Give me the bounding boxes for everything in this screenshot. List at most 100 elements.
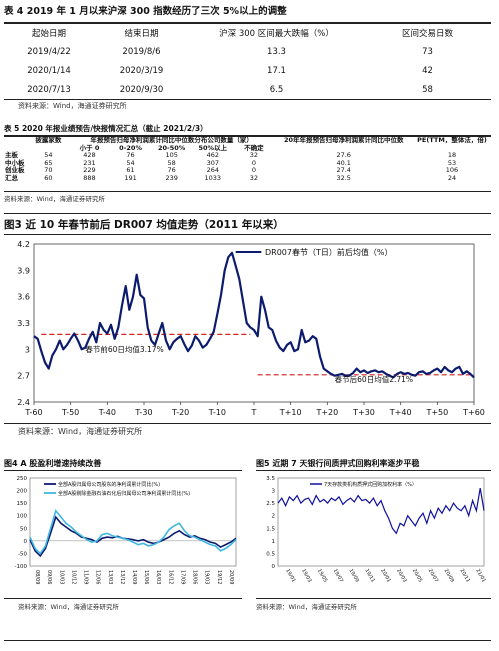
table5-cell: 53: [447, 158, 457, 167]
table5-cell: 58: [167, 158, 176, 167]
x-tick-label: 19/12: [216, 570, 222, 584]
x-tick-label: 19/01: [284, 568, 296, 583]
table5-source: 资料来源：Wind，海通证券研究所: [4, 195, 105, 203]
table5-cell: 65: [44, 158, 53, 167]
table5-cell: 32.5: [336, 173, 351, 182]
plot-frame: [277, 477, 485, 567]
figure4-chart: 250 200 150 100 50 0 -50 -100 08/09 09/06 10/03 10/…: [15, 476, 237, 584]
table5-cell: 1033: [204, 173, 222, 182]
page-footer-rule: [4, 640, 491, 641]
table4-header: 沪深 300 区间最大跌幅（%）: [219, 28, 334, 39]
y-tick-label: 200: [17, 489, 28, 495]
x-tick-label: T: [251, 408, 257, 417]
y-tick-label: 2.7: [17, 372, 30, 381]
table5-cell: 191: [124, 173, 137, 182]
table4-cell: 2019/4/22: [27, 46, 71, 57]
table5-cell: 70: [44, 166, 53, 174]
x-tick-label: 17/09: [179, 570, 185, 584]
table-row: 2019/4/22 2019/8/6 13.3 73: [4, 42, 491, 61]
x-tick-label: 19/03: [300, 568, 312, 583]
x-tick-label: T-50: [61, 408, 79, 417]
table5-cell: 307: [206, 158, 219, 167]
y-tick-label: 3.9: [17, 266, 30, 275]
y-tick-label: 2.4: [17, 398, 30, 407]
x-tick-label: 16/12: [167, 570, 173, 584]
table5-title: 表 5 2020 年报业绩预告/快报情况汇总（截止 2021/2/3）: [4, 124, 208, 133]
figure3-top-rule: [4, 213, 491, 214]
x-tick-label: 20/03: [395, 568, 407, 583]
table5-cell: 231: [83, 158, 96, 167]
y-tick-label: -100: [15, 564, 28, 570]
post-average-annotation: 春节后60日均值2.71%: [335, 374, 413, 384]
table5-subheader-row: 小于 0 0-20% 20-50% 50%以上 不确定: [4, 143, 491, 153]
repo-rate-line: [277, 488, 485, 535]
table5: 披露家数 年报预告归母净利润累计同比中位数分布公司数量（家） 20年年报预告归母…: [4, 136, 491, 183]
table5-cell: 76: [126, 151, 135, 159]
table5-cell: 27.6: [336, 151, 351, 159]
table5-cell: 264: [206, 166, 219, 174]
table-row: 2020/1/14 2020/3/19 17.1 42: [4, 61, 491, 80]
table5-subheader: 0-20%: [119, 143, 142, 152]
y-tick-label: 100: [17, 514, 28, 520]
x-tick-label: 12/06: [95, 570, 101, 584]
y-tick-label: 3.5: [266, 476, 275, 482]
figure3-bottom-rule: [4, 423, 491, 424]
table5-cell: 239: [165, 173, 178, 182]
table4-header-row: 起始日期 结束日期 沪深 300 区间最大跌幅（%） 区间交易日数: [4, 23, 491, 42]
table5-cell: 24: [447, 173, 457, 182]
table4-cell: 2020/3/19: [119, 65, 164, 76]
figure4-bottom-rule: [4, 598, 242, 599]
table5-cell: 60: [44, 173, 53, 182]
y-tick-label: 3.6: [17, 293, 30, 302]
table5-cell: 76: [167, 166, 176, 174]
table4-cell: 13.3: [267, 46, 286, 57]
table5-header: 20年年报预告归母净利润累计同比中位数: [283, 136, 404, 144]
x-tick-label: T-60: [24, 408, 42, 417]
y-tick-label: 1.5: [266, 526, 275, 532]
y-tick-label: 2.5: [266, 501, 275, 507]
x-tick-label: T-10: [208, 408, 226, 417]
table5-cell: 32: [249, 151, 259, 159]
x-tick-label: T-20: [171, 408, 189, 417]
table5-header: 披露家数: [35, 136, 62, 144]
pre-average-annotation: 春节前60日均值3.17%: [85, 344, 163, 354]
table4: 起始日期 结束日期 沪深 300 区间最大跌幅（%） 区间交易日数 2019/4…: [4, 23, 491, 99]
x-tick-label: 20/11: [458, 568, 470, 583]
x-tick-label: 19/09: [348, 568, 360, 583]
table-row: 汇总 60 888 191 239 1033 32 32.5 24: [4, 173, 491, 183]
table4-cell: 73: [422, 46, 433, 57]
y-tick-label: 2: [272, 514, 276, 520]
table4-header: 起始日期: [31, 28, 66, 39]
table5-cell: 888: [83, 173, 96, 182]
table5-cell: 0: [251, 166, 256, 174]
x-tick-label: T-40: [98, 408, 116, 417]
figure4-title: 图4 A 股盈利增速持续改善: [4, 459, 102, 468]
table4-cell: 58: [422, 84, 433, 95]
table5-cell: 54: [126, 158, 135, 167]
table5-subheader: 20-50%: [158, 143, 186, 152]
x-tick-label: 13/03: [107, 570, 113, 584]
x-tick-label: 09/06: [46, 570, 52, 584]
figure5-bottom-rule: [256, 598, 491, 599]
x-tick-label: 20/07: [427, 568, 439, 583]
table5-subheader: 小于 0: [79, 143, 100, 152]
table5-cell: 27.4: [336, 166, 351, 174]
y-tick-label: 50: [20, 526, 27, 532]
plot-frame: [29, 477, 237, 567]
table-row: 2020/7/13 2020/9/30 6.5 58: [4, 80, 491, 99]
table4-header: 结束日期: [124, 28, 159, 39]
table5-cell: 汇总: [5, 173, 18, 182]
table-row: 主板 54 428 76 105 462 32 27.6 18: [4, 151, 491, 160]
figure3-source: 资料来源：Wind，海通证券研究所: [18, 427, 143, 436]
series-line-0: [29, 515, 237, 558]
table4-source: 资料来源：Wind，海通证券研究所: [18, 102, 127, 110]
x-tick-label: T+10: [279, 408, 302, 417]
table4-cell: 2019/8/6: [122, 46, 161, 57]
x-tick-label: T+30: [352, 408, 375, 417]
figure3-chart: 2.4 2.7 3 3.3 3.6 3.9 4.2 T-60 T-50 T-40 T-30 T-20 T…: [17, 240, 485, 417]
x-tick-label: T-30: [134, 408, 152, 417]
figure4-source: 资料来源：Wind，海通证券研究所: [18, 603, 119, 611]
table5-cell: 105: [165, 151, 178, 159]
table4-header: 区间交易日数: [401, 28, 453, 39]
table5-cell: 54: [44, 151, 53, 159]
